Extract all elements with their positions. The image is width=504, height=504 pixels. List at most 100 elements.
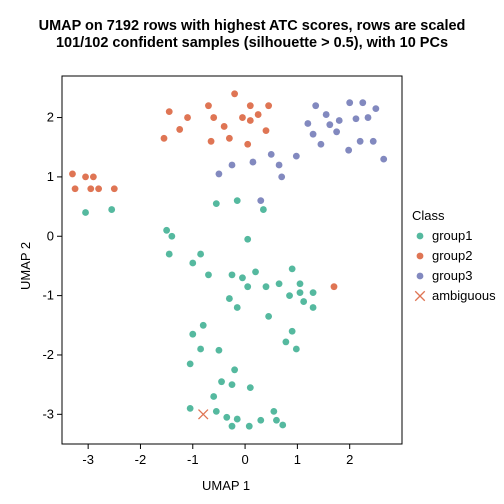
- legend-item-label: group1: [432, 228, 472, 243]
- data-point: [229, 271, 236, 278]
- data-point: [231, 90, 238, 97]
- data-point: [257, 417, 264, 424]
- data-point: [189, 260, 196, 267]
- data-point: [276, 280, 283, 287]
- data-point: [323, 111, 330, 118]
- data-point: [273, 417, 280, 424]
- data-point: [365, 114, 372, 121]
- data-point: [90, 174, 97, 181]
- data-point: [260, 206, 267, 213]
- data-point: [417, 253, 424, 260]
- x-tick-label: 0: [241, 452, 248, 467]
- data-point: [226, 295, 233, 302]
- data-point: [310, 304, 317, 311]
- y-tick-label: -2: [42, 347, 54, 362]
- data-point: [304, 120, 311, 127]
- x-tick-label: 2: [346, 452, 353, 467]
- data-point: [263, 127, 270, 134]
- legend-item-label: group2: [432, 248, 472, 263]
- data-point: [161, 135, 168, 142]
- data-point: [278, 174, 285, 181]
- data-point: [293, 153, 300, 160]
- data-point: [221, 123, 228, 130]
- data-point: [234, 197, 241, 204]
- y-tick-label: -1: [42, 288, 54, 303]
- data-point: [184, 114, 191, 121]
- x-tick-label: -2: [135, 452, 147, 467]
- data-point: [247, 102, 254, 109]
- data-point: [108, 206, 115, 213]
- legend-item-label: ambiguous: [432, 288, 496, 303]
- data-point: [234, 416, 241, 423]
- data-point: [223, 414, 230, 421]
- x-tick-label: 1: [294, 452, 301, 467]
- y-tick-label: -3: [42, 406, 54, 421]
- data-point: [244, 236, 251, 243]
- data-point: [336, 117, 343, 124]
- data-point: [205, 102, 212, 109]
- data-point: [247, 117, 254, 124]
- data-point: [87, 185, 94, 192]
- data-point: [417, 233, 424, 240]
- data-point: [69, 171, 76, 178]
- data-point: [213, 408, 220, 415]
- y-tick-label: 0: [47, 228, 54, 243]
- data-point: [370, 138, 377, 145]
- data-point: [257, 197, 264, 204]
- data-point: [263, 283, 270, 290]
- x-tick-label: -3: [82, 452, 94, 467]
- data-point: [229, 162, 236, 169]
- data-point: [197, 346, 204, 353]
- data-point: [252, 268, 259, 275]
- data-point: [359, 99, 366, 106]
- data-point: [345, 147, 352, 154]
- data-point: [326, 121, 333, 128]
- legend-title: Class: [412, 208, 445, 223]
- x-tick-label: -1: [187, 452, 199, 467]
- data-point: [346, 99, 353, 106]
- data-point: [213, 200, 220, 207]
- data-point: [176, 126, 183, 133]
- data-point: [82, 174, 89, 181]
- data-point: [318, 141, 325, 148]
- data-point: [372, 105, 379, 112]
- data-point: [312, 102, 319, 109]
- data-point: [111, 185, 118, 192]
- data-point: [163, 227, 170, 234]
- data-point: [166, 108, 173, 115]
- data-point: [82, 209, 89, 216]
- data-point: [265, 313, 272, 320]
- data-point: [72, 185, 79, 192]
- data-point: [246, 423, 253, 430]
- data-point: [187, 405, 194, 412]
- data-point: [234, 304, 241, 311]
- data-point: [380, 156, 387, 163]
- data-point: [216, 171, 223, 178]
- data-point: [276, 162, 283, 169]
- data-point: [244, 141, 251, 148]
- data-point: [293, 346, 300, 353]
- data-point: [331, 283, 338, 290]
- data-point: [210, 393, 217, 400]
- data-point: [247, 384, 254, 391]
- data-point: [231, 366, 238, 373]
- data-point: [357, 138, 364, 145]
- data-point: [417, 273, 424, 280]
- plot-frame: [62, 76, 402, 444]
- data-point: [289, 328, 296, 335]
- data-point: [244, 283, 251, 290]
- data-point: [229, 423, 236, 430]
- data-point: [289, 266, 296, 273]
- data-point: [210, 114, 217, 121]
- scatter-plot: -3-2-1012-3-2-1012Classgroup1group2group…: [0, 0, 504, 504]
- data-point: [200, 322, 207, 329]
- y-tick-label: 2: [47, 110, 54, 125]
- data-point: [310, 131, 317, 138]
- data-point: [265, 102, 272, 109]
- data-point: [166, 251, 173, 258]
- data-point: [216, 347, 223, 354]
- data-point: [282, 339, 289, 346]
- data-point: [197, 251, 204, 258]
- data-point: [255, 111, 262, 118]
- data-point: [297, 289, 304, 296]
